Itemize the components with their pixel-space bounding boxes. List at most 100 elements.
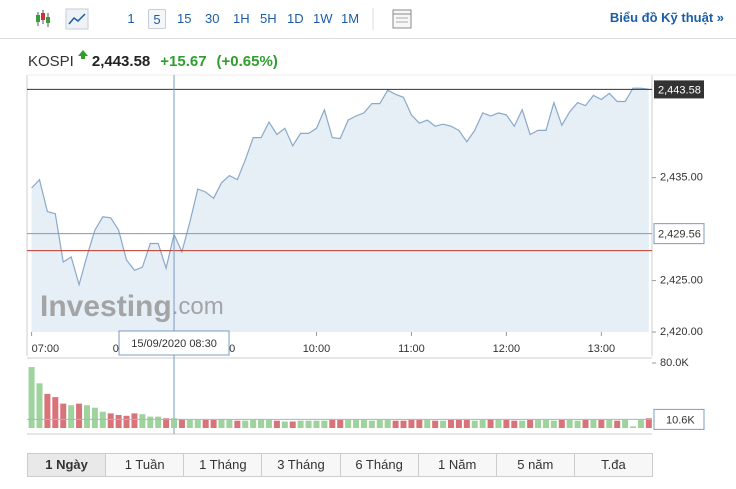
volume-bar [76,403,83,428]
volume-current-label: 10.6K [666,414,695,426]
volume-bar [273,420,280,428]
interval-button[interactable]: 5H [260,11,277,26]
volume-bar [384,419,391,428]
volume-bar [202,419,209,428]
price-area [31,88,649,332]
volume-bar [416,419,423,428]
volume-bar [289,421,296,428]
volume-bar [163,418,170,428]
volume-bar [337,419,344,428]
volume-bar [392,420,399,428]
volume-bar [44,393,51,428]
volume-bar [91,407,98,428]
volume-bar [155,416,162,428]
interval-button[interactable]: 30 [205,11,220,26]
volume-bar [558,419,565,428]
range-tab[interactable]: 5 năm [495,454,574,476]
volume-bar [535,419,542,428]
watermark-part: .com [172,293,224,320]
volume-bar [511,420,518,428]
quote-header: KOSPI 2,443.58 +15.67 (+0.65%) [28,50,288,70]
volume-bar [455,419,462,428]
volume-bar [329,419,336,428]
volume-bar [194,419,201,428]
volume-bar [115,415,122,428]
volume-bar [147,416,154,428]
y-tick-label: 2,425.00 [660,274,703,286]
volume-bar [218,419,225,428]
volume-bar [60,403,67,428]
volume-bar [447,419,454,428]
volume-y-tick-label: 80.0K [660,357,689,369]
x-tick-label: 13:00 [588,343,616,355]
volume-current-box [653,408,705,430]
interval-button[interactable]: 1H [233,11,250,26]
volume-bar [432,420,439,428]
volume-bar [353,419,360,428]
volume-bar [463,419,470,428]
volume-bar [376,419,383,428]
volume-bar [186,419,193,428]
volume-bar [131,413,138,428]
crosshair-x-box [118,330,230,356]
volume-bar [297,420,304,428]
volume-bar [313,420,320,428]
settings-icon[interactable] [372,0,412,38]
volume-bar [345,419,352,428]
crosshair-y-label: 2,429.56 [658,229,701,241]
volume-bar [598,419,605,428]
volume-bar [171,418,178,428]
volume-bar [226,419,233,428]
volume-bar [471,420,478,428]
volume-bar [139,414,146,428]
range-tab[interactable]: 1 Tuần [105,454,184,476]
interval-button[interactable]: 5 [148,9,166,29]
watermark-part: ing [127,290,172,323]
volume-bar [107,413,114,428]
volume-bar [400,420,407,428]
interval-button[interactable]: 15 [177,11,192,26]
volume-bar [305,420,312,428]
volume-bar [68,405,75,428]
volume-bar [630,426,637,428]
interval-button[interactable]: 1 [127,11,135,26]
chart-type-icons [36,8,89,30]
change-pct: (+0.65%) [216,53,278,70]
range-tab[interactable]: 1 Ngày [28,454,106,476]
volume-bar [281,421,288,428]
volume-bar [637,419,644,428]
volume-bar [519,420,526,428]
volume-bar [28,367,35,428]
crosshair-x-label: 15/09/2020 08:30 [131,338,217,350]
volume-bar [321,420,328,428]
volume-bar [360,419,367,428]
interval-button[interactable]: 1W [313,11,333,26]
interval-button[interactable]: 1D [287,11,304,26]
x-tick-label: 10:00 [303,343,331,355]
up-arrow [77,50,88,59]
x-tick-label: 11:00 [398,343,425,355]
watermark: Investing.com [40,290,224,323]
chart: Investing.com 2,420.00 2,425.00 2,435.00 07:… [26,74,736,435]
volume-bar [123,415,130,428]
volume-bar [606,419,613,428]
volume-bar [440,420,447,428]
interval-button[interactable]: 1M [341,11,360,26]
volume-bar [83,405,90,428]
toolbar: 1 5 15 30 1H 5H 1D 1W 1M Biểu đồ Kỹ thuật » [0,0,736,39]
range-tab[interactable]: 1 Năm [417,454,496,476]
range-tab[interactable]: 6 Tháng [339,454,418,476]
technical-chart-link[interactable]: Biểu đồ Kỹ thuật » [609,10,724,25]
change: +15.67 [160,53,207,70]
range-tab[interactable]: 3 Tháng [261,454,340,476]
volume-bar [527,419,534,428]
volume-bar [234,420,241,428]
y-tick-label: 2,420.00 [660,326,703,338]
volume-bar [503,419,510,428]
volume-bar [566,419,573,428]
range-tab[interactable]: T.đa [573,454,652,476]
volume-bar [590,419,597,428]
watermark-part: Invest [40,290,127,323]
range-tab[interactable]: 1 Tháng [183,454,262,476]
x-tick-label: 12:00 [493,343,521,355]
